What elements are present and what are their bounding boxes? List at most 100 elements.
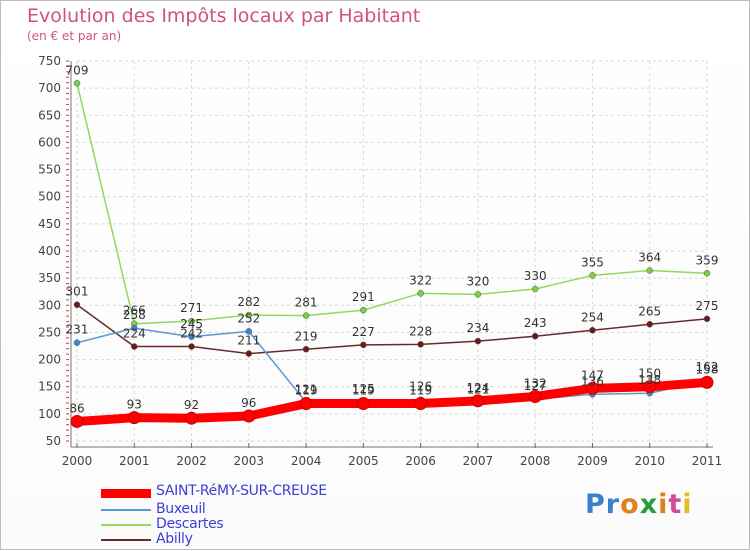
x-tick-label-2000: 2000 bbox=[62, 454, 93, 468]
data-label-buxeuil-2002: 245 bbox=[180, 317, 203, 331]
data-label-descartes-2000: 709 bbox=[66, 63, 89, 77]
data-point-abilly-2000 bbox=[73, 301, 81, 308]
data-label-buxeuil-2010: 138 bbox=[638, 373, 661, 387]
legend-swatch-saint-remy bbox=[101, 489, 151, 498]
x-tick-label-2005: 2005 bbox=[348, 454, 379, 468]
data-label-buxeuil-2007: 121 bbox=[466, 382, 489, 396]
data-label-descartes-2006: 322 bbox=[409, 273, 432, 287]
data-label-descartes-2005: 291 bbox=[352, 290, 375, 304]
data-label-buxeuil-2011: 162 bbox=[696, 360, 719, 374]
data-label-buxeuil-2008: 127 bbox=[524, 379, 547, 393]
x-tick-label-2003: 2003 bbox=[234, 454, 265, 468]
data-point-buxeuil-2003 bbox=[245, 328, 253, 335]
data-point-saint-r-my-sur-creuse-2005 bbox=[356, 397, 370, 411]
data-point-abilly-2009 bbox=[589, 327, 596, 334]
y-tick-label-650: 650 bbox=[38, 108, 61, 122]
x-tick-label-2009: 2009 bbox=[577, 454, 608, 468]
y-tick-label-150: 150 bbox=[38, 380, 61, 394]
chart-subtitle: (en € et par an) bbox=[27, 29, 122, 43]
data-label-saint-r-my-sur-creuse-2005: 119 bbox=[352, 384, 375, 398]
y-tick-label-50: 50 bbox=[46, 434, 61, 448]
data-label-abilly-2005: 227 bbox=[352, 325, 375, 339]
y-tick-label-250: 250 bbox=[38, 325, 61, 339]
data-label-abilly-2004: 219 bbox=[295, 329, 318, 343]
data-label-abilly-2009: 254 bbox=[581, 310, 604, 324]
data-label-buxeuil-2003: 252 bbox=[237, 311, 260, 325]
logo-letter: r bbox=[605, 489, 621, 520]
data-point-saint-r-my-sur-creuse-2007 bbox=[471, 394, 485, 408]
legend-swatch-abilly bbox=[101, 539, 151, 541]
data-point-buxeuil-2001 bbox=[131, 324, 138, 332]
data-label-saint-r-my-sur-creuse-2010: 150 bbox=[638, 367, 661, 381]
data-label-descartes-2003: 282 bbox=[237, 295, 260, 309]
data-label-descartes-2002: 271 bbox=[180, 301, 203, 315]
data-point-saint-r-my-sur-creuse-2008 bbox=[528, 389, 542, 403]
y-tick-label-200: 200 bbox=[38, 353, 61, 367]
x-tick-label-2004: 2004 bbox=[291, 454, 322, 468]
data-point-buxeuil-2000 bbox=[73, 339, 81, 346]
data-point-descartes-2011 bbox=[703, 270, 711, 277]
data-label-abilly-2008: 243 bbox=[524, 316, 547, 330]
legend-label-saint-remy: SAINT-RéMY-SUR-CREUSE bbox=[156, 483, 327, 499]
legend-label-descartes: Descartes bbox=[156, 516, 224, 532]
legend-label-abilly: Abilly bbox=[156, 531, 193, 547]
data-label-descartes-2011: 359 bbox=[696, 253, 719, 267]
data-label-saint-r-my-sur-creuse-2000: 86 bbox=[69, 401, 84, 415]
data-point-descartes-2008 bbox=[531, 285, 539, 293]
data-label-abilly-2003: 211 bbox=[237, 334, 260, 348]
data-label-buxeuil-2005: 125 bbox=[352, 382, 375, 396]
data-point-abilly-2003 bbox=[245, 350, 253, 357]
data-point-saint-r-my-sur-creuse-2000 bbox=[70, 414, 84, 428]
data-point-saint-r-my-sur-creuse-2006 bbox=[414, 397, 428, 411]
grid bbox=[76, 60, 708, 442]
series-line-saint-r-my-sur-creuse bbox=[72, 377, 712, 426]
data-point-buxeuil-2002 bbox=[188, 333, 195, 341]
data-point-abilly-2004 bbox=[302, 346, 310, 353]
data-label-abilly-2002: 242 bbox=[180, 327, 203, 341]
logo-letter: i bbox=[682, 489, 693, 520]
series-line-descartes bbox=[76, 82, 708, 325]
data-label-descartes-2007: 320 bbox=[466, 274, 489, 288]
data-labels: 709 266 271 282 281 291 322 320 330 355 364 359 301 2… bbox=[66, 63, 719, 415]
x-tick-label-2008: 2008 bbox=[520, 454, 551, 468]
data-label-saint-r-my-sur-creuse-2009: 147 bbox=[581, 368, 604, 382]
y-tick-label-400: 400 bbox=[38, 244, 61, 258]
data-label-saint-r-my-sur-creuse-2001: 93 bbox=[127, 398, 142, 412]
x-tick-label-2007: 2007 bbox=[463, 454, 494, 468]
y-tick-label-750: 750 bbox=[38, 54, 61, 68]
logo-letter: i bbox=[658, 489, 669, 520]
data-label-abilly-2001: 224 bbox=[123, 327, 146, 341]
data-label-abilly-2000: 301 bbox=[66, 285, 89, 299]
data-label-abilly-2011: 275 bbox=[696, 299, 719, 313]
data-point-descartes-2009 bbox=[589, 272, 596, 279]
data-point-saint-r-my-sur-creuse-2011 bbox=[700, 375, 714, 389]
series-layer bbox=[70, 80, 714, 428]
data-label-abilly-2006: 228 bbox=[409, 324, 432, 338]
data-point-saint-r-my-sur-creuse-2004 bbox=[299, 397, 313, 411]
data-label-abilly-2010: 265 bbox=[638, 304, 661, 318]
proxiti-logo: Proxiti bbox=[585, 489, 693, 520]
data-label-saint-r-my-sur-creuse-2007: 124 bbox=[466, 381, 489, 395]
logo-letter: x bbox=[639, 489, 659, 520]
series-line-abilly bbox=[76, 303, 708, 355]
data-point-abilly-2001 bbox=[131, 343, 138, 350]
legend-swatch-buxeuil bbox=[101, 509, 151, 511]
data-label-buxeuil-2009: 136 bbox=[581, 374, 604, 388]
data-label-buxeuil-2001: 258 bbox=[123, 308, 146, 322]
data-point-abilly-2010 bbox=[646, 321, 653, 328]
data-point-abilly-2006 bbox=[417, 341, 424, 348]
data-point-descartes-2002 bbox=[188, 317, 195, 325]
legend-label-buxeuil: Buxeuil bbox=[156, 501, 206, 517]
y-tick-label-700: 700 bbox=[38, 81, 61, 95]
data-label-saint-r-my-sur-creuse-2003: 96 bbox=[241, 396, 256, 410]
x-tick-label-2006: 2006 bbox=[405, 454, 436, 468]
data-point-descartes-2004 bbox=[302, 312, 310, 319]
axes: 50 100 150 200 250 300 350 400 450 500 550 600 650 70… bbox=[38, 54, 722, 468]
chart-title: Evolution des Impôts locaux par Habitant bbox=[27, 5, 421, 27]
y-tick-label-300: 300 bbox=[38, 298, 61, 312]
data-point-descartes-2010 bbox=[646, 267, 653, 274]
data-point-descartes-2005 bbox=[360, 306, 367, 314]
data-label-saint-r-my-sur-creuse-2004: 119 bbox=[295, 384, 318, 398]
